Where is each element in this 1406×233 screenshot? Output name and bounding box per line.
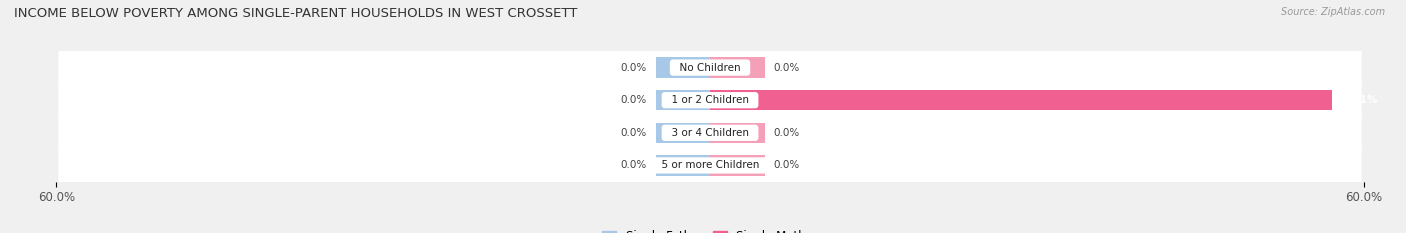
Bar: [655, 123, 710, 143]
Text: 3 or 4 Children: 3 or 4 Children: [665, 128, 755, 138]
Text: 5 or more Children: 5 or more Children: [655, 161, 765, 170]
Text: 0.0%: 0.0%: [620, 161, 647, 170]
Text: 0.0%: 0.0%: [773, 63, 800, 72]
Text: 0.0%: 0.0%: [620, 95, 647, 105]
Text: INCOME BELOW POVERTY AMONG SINGLE-PARENT HOUSEHOLDS IN WEST CROSSETT: INCOME BELOW POVERTY AMONG SINGLE-PARENT…: [14, 7, 578, 20]
Text: 1 or 2 Children: 1 or 2 Children: [665, 95, 755, 105]
Text: 57.1%: 57.1%: [1341, 95, 1378, 105]
FancyBboxPatch shape: [59, 76, 1361, 124]
Text: No Children: No Children: [673, 63, 747, 72]
Legend: Single Father, Single Mother: Single Father, Single Mother: [598, 225, 823, 233]
FancyBboxPatch shape: [59, 141, 1361, 190]
Text: 0.0%: 0.0%: [620, 128, 647, 138]
Bar: [710, 155, 765, 175]
Bar: [710, 123, 765, 143]
Text: 0.0%: 0.0%: [620, 63, 647, 72]
Bar: [655, 155, 710, 175]
Text: 0.0%: 0.0%: [773, 161, 800, 170]
Text: 0.0%: 0.0%: [773, 128, 800, 138]
Bar: [655, 58, 710, 78]
Text: Source: ZipAtlas.com: Source: ZipAtlas.com: [1281, 7, 1385, 17]
Bar: [710, 58, 765, 78]
FancyBboxPatch shape: [59, 43, 1361, 92]
Bar: [710, 90, 1333, 110]
FancyBboxPatch shape: [59, 109, 1361, 157]
Bar: [655, 90, 710, 110]
